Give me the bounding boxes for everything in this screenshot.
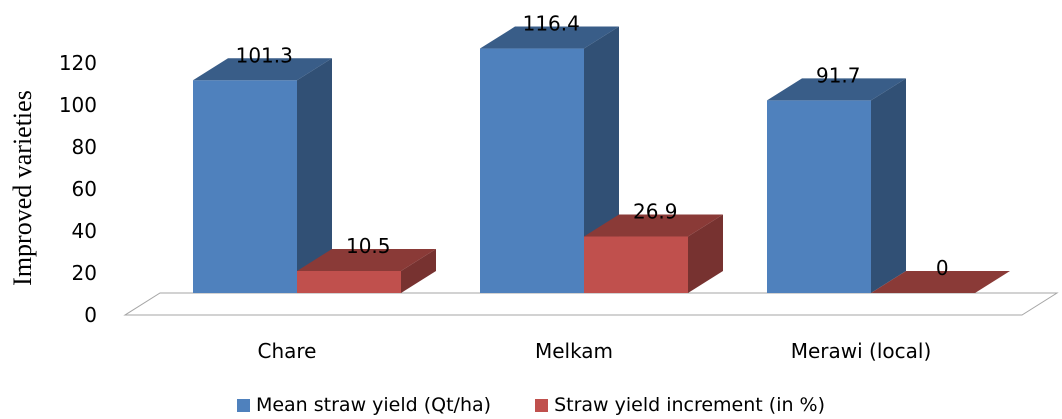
x-tick-label: Chare: [258, 339, 317, 363]
bar-top: [584, 214, 723, 237]
legend-swatch-series-2: [535, 398, 549, 412]
data-label: 91.7: [816, 63, 861, 87]
bar-side: [401, 248, 436, 293]
x-tick-label: Merawi (local): [791, 339, 932, 363]
bar-top: [193, 58, 332, 81]
y-tick-label: 20: [72, 261, 97, 285]
bar-top: [480, 26, 619, 49]
legend-item-series-1: Mean straw yield (Qt/ha): [236, 394, 492, 416]
bar-side: [688, 214, 723, 293]
legend-label-series-1: Mean straw yield (Qt/ha): [255, 394, 492, 416]
bar-side: [297, 58, 332, 293]
y-tick-label: 100: [59, 93, 97, 117]
data-label: 0: [936, 256, 949, 280]
y-tick-label: 40: [72, 219, 97, 243]
legend-item-series-2: Straw yield increment (in %): [535, 394, 825, 416]
data-label: 101.3: [236, 43, 293, 67]
y-tick-label: 60: [72, 177, 97, 201]
bar-1-chare: [193, 80, 297, 294]
y-axis-title: Improved varieties: [8, 38, 38, 338]
bar-side: [871, 78, 906, 294]
chart-floor: [123, 292, 1059, 316]
bar-2-melkam: [584, 236, 688, 293]
y-axis-title-text: Improved varieties: [8, 90, 37, 286]
y-tick-label: 120: [59, 51, 97, 75]
bar-top: [871, 271, 1010, 293]
bar-top: [297, 248, 436, 271]
legend: Mean straw yield (Qt/ha) Straw yield inc…: [0, 392, 1062, 418]
y-tick-label: 80: [72, 135, 97, 159]
data-label: 116.4: [523, 12, 580, 36]
bar-2-chare: [297, 270, 401, 293]
legend-swatch-series-1: [236, 398, 250, 412]
data-label: 26.9: [633, 200, 678, 224]
chart: 0 20 40 60 80 100 120 101.3 10.5 Chare 116.4 26.9 Me…: [59, 12, 1059, 363]
bar-1-merawi-local-: [767, 100, 871, 294]
legend-label-series-2: Straw yield increment (in %): [554, 394, 826, 416]
y-tick-label: 0: [84, 303, 97, 327]
data-label: 10.5: [346, 234, 391, 258]
bar-1-melkam: [480, 48, 584, 294]
x-tick-label: Melkam: [535, 339, 613, 363]
bar-top: [767, 78, 906, 101]
